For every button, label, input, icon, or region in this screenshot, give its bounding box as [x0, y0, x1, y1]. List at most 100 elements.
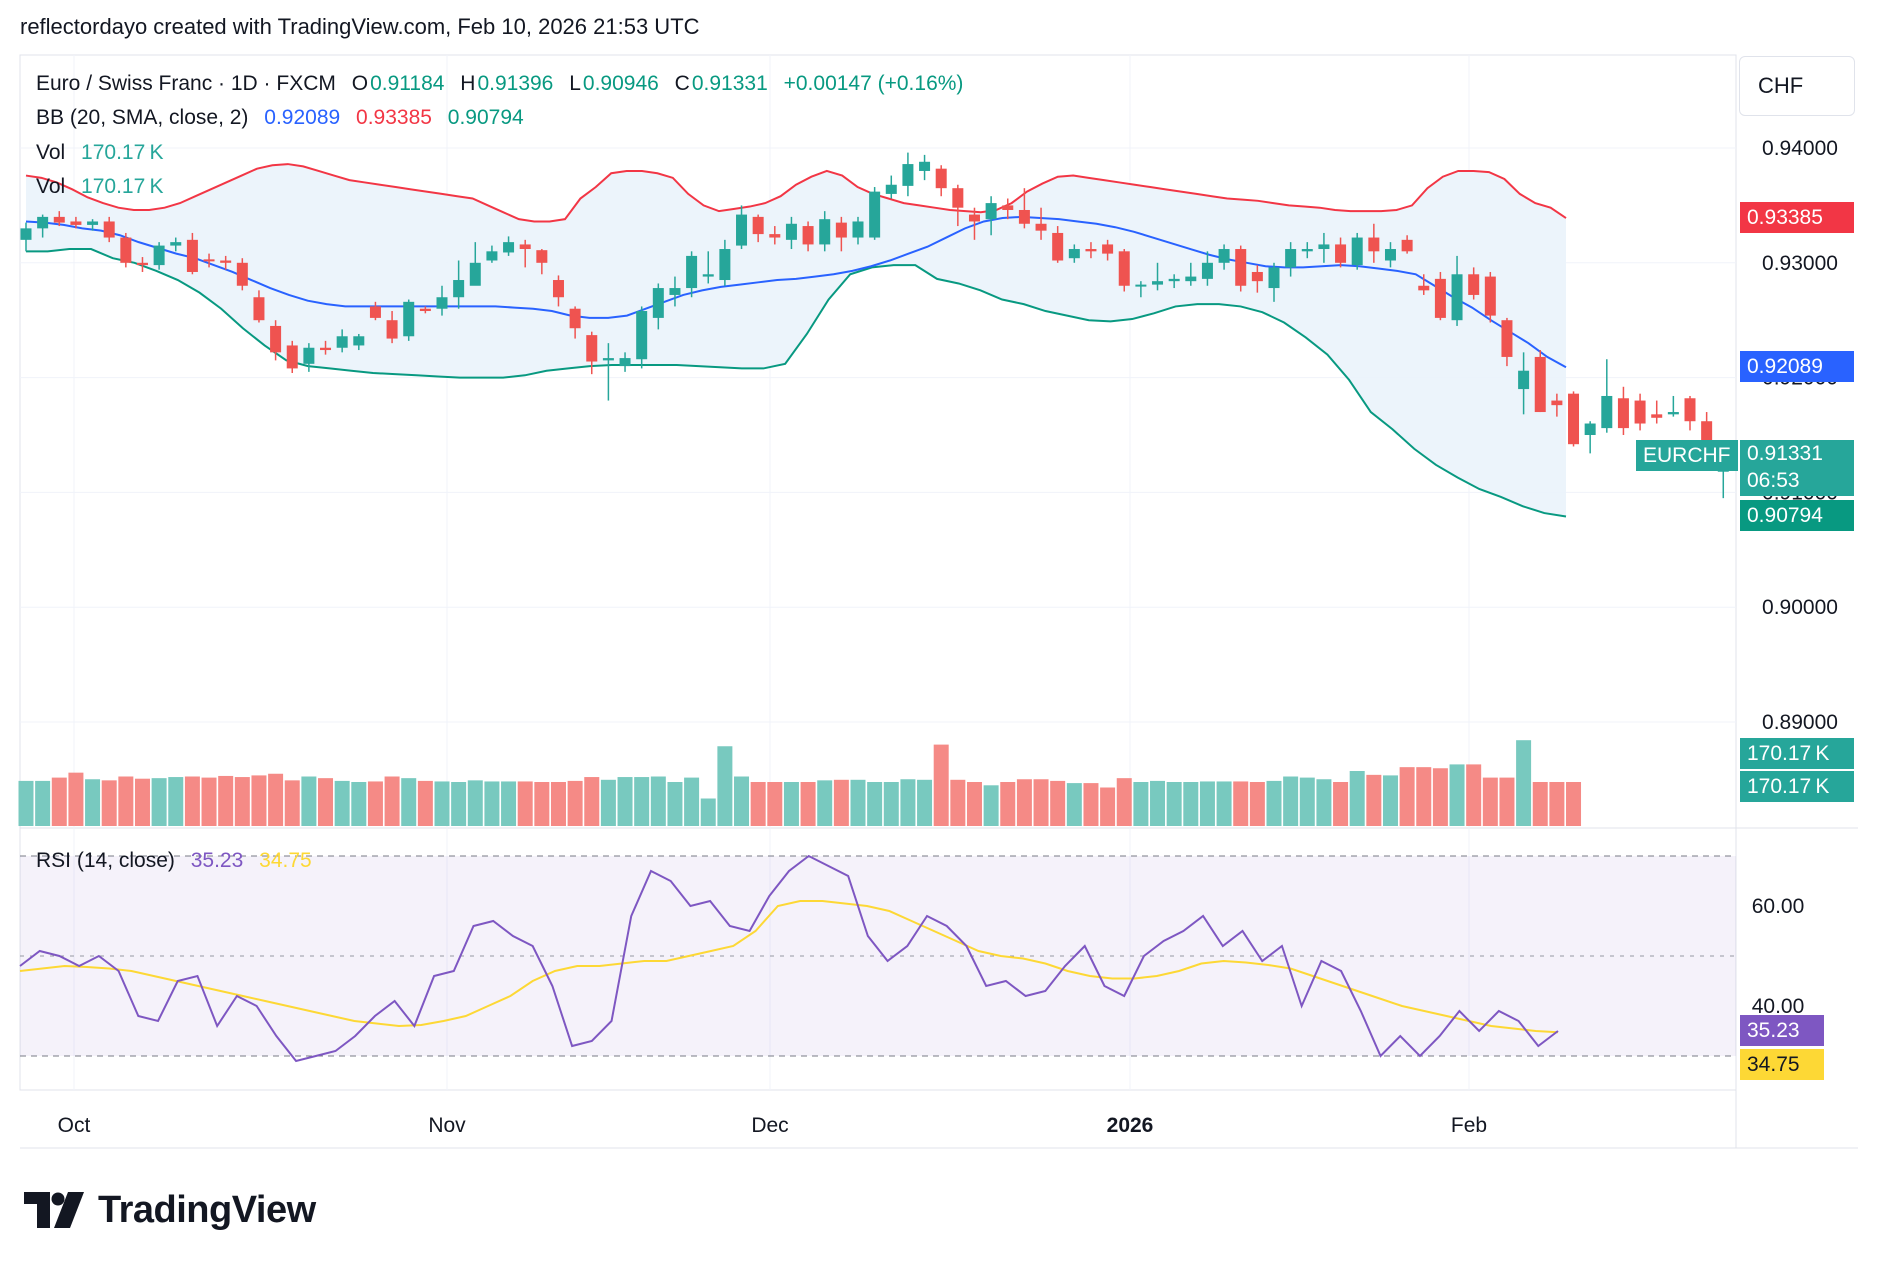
volume-bar [1299, 777, 1315, 826]
volume-bar [1266, 780, 1282, 826]
candle-body [985, 203, 997, 220]
volume-bar [1349, 771, 1365, 826]
rsi-tick-label: 60.00 [1752, 895, 1805, 918]
candle-body [253, 297, 265, 321]
high-label: H [460, 72, 476, 95]
volume-bar [401, 778, 417, 826]
candle-body [20, 228, 32, 240]
candle-body [1584, 423, 1596, 435]
candles [20, 152, 1729, 499]
currency-label: CHF [1758, 73, 1804, 98]
volume-bar [1499, 777, 1515, 826]
bb-lower-value: 0.90794 [447, 106, 524, 129]
volume-bar [850, 779, 866, 826]
candle-body [586, 335, 598, 362]
volume-bar [983, 785, 999, 826]
candle-body [1468, 274, 1480, 295]
volume-bar [168, 777, 184, 826]
vol-label: Vol [36, 141, 66, 164]
candle-body [1451, 274, 1463, 321]
candle-body [569, 308, 581, 329]
candle-body [70, 221, 82, 225]
volume-bar [517, 781, 533, 826]
open-label: O [351, 72, 369, 95]
volume-bar [900, 779, 916, 826]
candle-body [203, 259, 215, 262]
legend-bb-row[interactable]: BB (20, SMA, close, 2) 0.92089 0.93385 0… [36, 106, 526, 130]
bb-band-fill [26, 164, 1566, 517]
price-tick-label: 0.89000 [1762, 711, 1838, 734]
candle-body [919, 161, 931, 171]
candle-body [37, 216, 49, 229]
volume-pane [18, 740, 1582, 826]
candle-body [153, 245, 165, 266]
candle-body [1501, 320, 1513, 357]
candle-body [270, 325, 282, 353]
volume-bar [600, 779, 616, 826]
legend-rsi-row[interactable]: RSI (14, close) 35.23 34.75 [36, 849, 314, 873]
volume-bar [184, 776, 200, 826]
volume-bar [1549, 782, 1565, 826]
legend-volume-row[interactable]: Vol 170.17 K [36, 141, 166, 165]
rsi-ma-line [19, 900, 1559, 1034]
legend-symbol-row[interactable]: Euro / Swiss Franc · 1D · FXCM O0.91184 … [36, 72, 965, 96]
candle-body [486, 251, 498, 261]
volume-bar [201, 777, 217, 826]
candle-body [136, 262, 148, 266]
rsi-value: 35.23 [190, 849, 244, 872]
candle-body [1085, 249, 1097, 252]
volume-bar [434, 781, 450, 826]
candle-body [336, 336, 348, 348]
legend-volume-row-2[interactable]: Vol 170.17 K [36, 175, 166, 199]
header-attribution: reflectordayo created with TradingView.c… [20, 14, 700, 39]
volume-bar [1449, 764, 1465, 826]
candle-body [1701, 421, 1713, 449]
rsi-band-fill [20, 856, 1736, 1056]
candle-body [286, 345, 298, 369]
candle-body [469, 262, 481, 286]
vol-value-2: 170.17 K [81, 175, 164, 198]
logo-text: TradingView [98, 1188, 316, 1231]
open-value: 0.91184 [370, 72, 445, 95]
volume-bar [1216, 781, 1232, 826]
volume-bar [783, 782, 799, 826]
candle-body [170, 242, 182, 246]
volume-bar [1333, 782, 1349, 826]
volume-bar [334, 780, 350, 826]
volume-bar [1283, 776, 1299, 826]
countdown: 06:53 [1747, 469, 1800, 492]
currency-button[interactable]: CHF [1739, 56, 1855, 116]
candle-body [1002, 205, 1014, 210]
candle-body [1168, 278, 1180, 282]
volume-bar [1432, 768, 1448, 826]
candle-body [1018, 209, 1030, 224]
volume-bar [1199, 781, 1215, 826]
candle-body [852, 221, 864, 238]
candle-body [686, 255, 698, 289]
candle-body [103, 221, 115, 238]
rsi-price-label: 35.23 [1740, 1015, 1824, 1046]
candle-body [186, 239, 198, 272]
low-label: L [569, 72, 581, 95]
symbol-tag[interactable]: EURCHF [1636, 440, 1738, 471]
volume-bar [68, 772, 84, 826]
vol-value: 170.17 K [81, 141, 164, 164]
candle-body [702, 274, 714, 277]
tradingview-logo[interactable]: TradingView [24, 1186, 316, 1234]
volume-bar [650, 776, 666, 826]
candle-body [785, 223, 797, 240]
volume-bar [284, 780, 300, 826]
tradingview-logo-icon [24, 1192, 84, 1228]
candle-body [1617, 398, 1629, 429]
volume-bar [51, 777, 67, 826]
candle-body [1601, 395, 1613, 429]
volume-bar [351, 782, 367, 826]
volume-bar [534, 782, 550, 826]
candle-body [1335, 244, 1347, 263]
bb-upper-price-label: 0.93385 [1740, 202, 1854, 233]
volume-bar [1000, 782, 1016, 826]
rsi-label: RSI (14, close) [36, 849, 175, 872]
volume-bar [700, 798, 716, 826]
volume-bar [384, 776, 400, 826]
